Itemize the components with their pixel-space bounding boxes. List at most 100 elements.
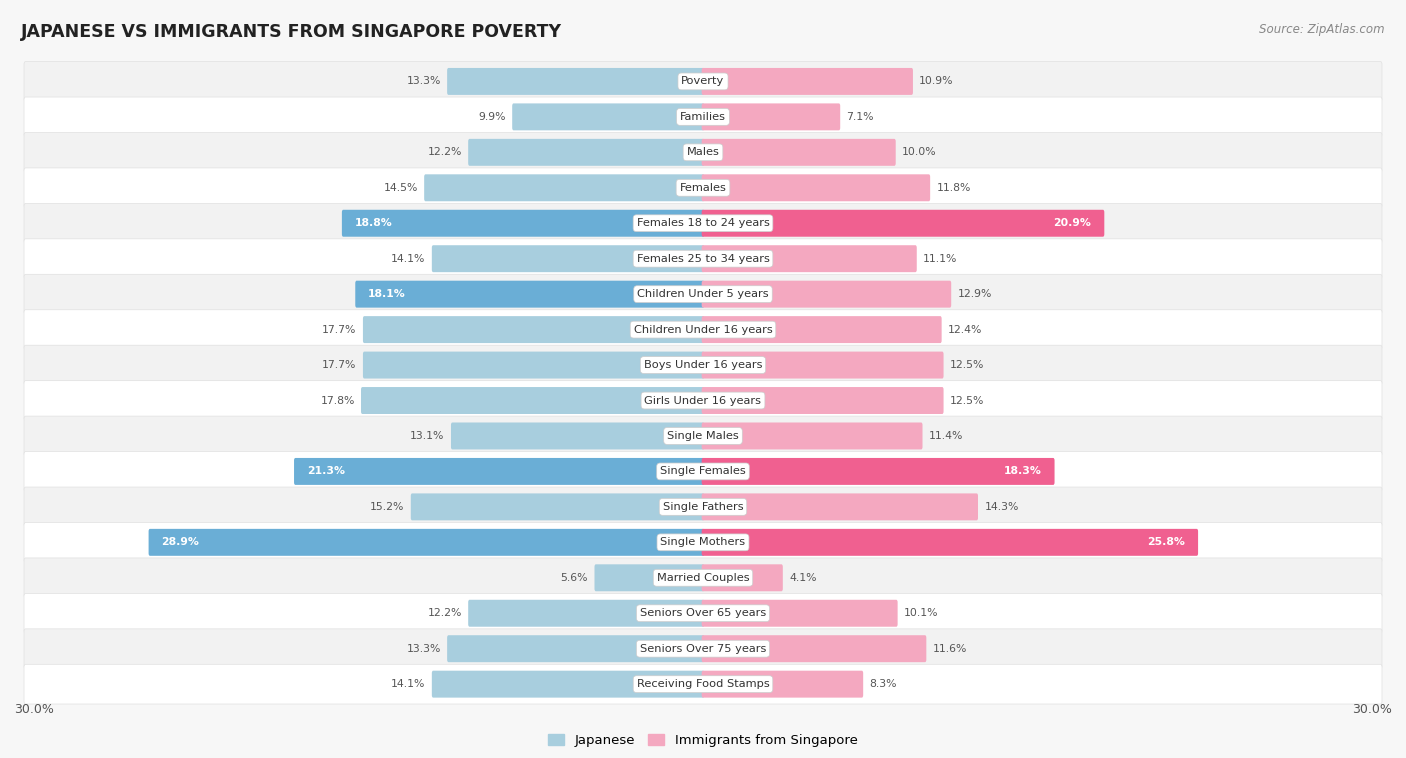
FancyBboxPatch shape (702, 671, 863, 697)
FancyBboxPatch shape (342, 210, 704, 236)
Text: 14.5%: 14.5% (384, 183, 418, 193)
Text: 21.3%: 21.3% (307, 466, 344, 477)
Text: 30.0%: 30.0% (1353, 703, 1392, 716)
Text: 18.3%: 18.3% (1004, 466, 1042, 477)
FancyBboxPatch shape (702, 493, 979, 520)
Text: Girls Under 16 years: Girls Under 16 years (644, 396, 762, 406)
FancyBboxPatch shape (24, 133, 1382, 172)
Text: Poverty: Poverty (682, 77, 724, 86)
FancyBboxPatch shape (363, 316, 704, 343)
FancyBboxPatch shape (702, 529, 1198, 556)
FancyBboxPatch shape (702, 316, 942, 343)
Text: 13.3%: 13.3% (406, 77, 441, 86)
Text: Receiving Food Stamps: Receiving Food Stamps (637, 679, 769, 689)
FancyBboxPatch shape (24, 97, 1382, 136)
FancyBboxPatch shape (702, 352, 943, 378)
FancyBboxPatch shape (432, 671, 704, 697)
Text: 8.3%: 8.3% (869, 679, 897, 689)
FancyBboxPatch shape (702, 635, 927, 662)
FancyBboxPatch shape (24, 203, 1382, 243)
FancyBboxPatch shape (702, 103, 841, 130)
FancyBboxPatch shape (702, 68, 912, 95)
Text: JAPANESE VS IMMIGRANTS FROM SINGAPORE POVERTY: JAPANESE VS IMMIGRANTS FROM SINGAPORE PO… (21, 23, 562, 41)
Text: Females 25 to 34 years: Females 25 to 34 years (637, 254, 769, 264)
FancyBboxPatch shape (595, 564, 704, 591)
FancyBboxPatch shape (411, 493, 704, 520)
Text: 9.9%: 9.9% (478, 112, 506, 122)
Text: Single Males: Single Males (666, 431, 740, 441)
FancyBboxPatch shape (468, 139, 704, 166)
Text: 11.6%: 11.6% (932, 644, 967, 653)
Text: Seniors Over 75 years: Seniors Over 75 years (640, 644, 766, 653)
Text: 17.7%: 17.7% (322, 324, 357, 334)
Text: Males: Males (686, 147, 720, 158)
FancyBboxPatch shape (24, 664, 1382, 704)
FancyBboxPatch shape (24, 558, 1382, 597)
Text: 30.0%: 30.0% (14, 703, 53, 716)
FancyBboxPatch shape (356, 280, 704, 308)
FancyBboxPatch shape (702, 280, 952, 308)
Text: 10.0%: 10.0% (903, 147, 936, 158)
FancyBboxPatch shape (702, 139, 896, 166)
FancyBboxPatch shape (24, 168, 1382, 208)
Text: 12.5%: 12.5% (950, 360, 984, 370)
FancyBboxPatch shape (447, 68, 704, 95)
Text: 14.1%: 14.1% (391, 254, 426, 264)
Text: 12.2%: 12.2% (427, 608, 461, 619)
Text: 12.9%: 12.9% (957, 289, 991, 299)
Text: Married Couples: Married Couples (657, 573, 749, 583)
Text: 11.4%: 11.4% (929, 431, 963, 441)
Text: 17.8%: 17.8% (321, 396, 354, 406)
Text: 14.3%: 14.3% (984, 502, 1019, 512)
FancyBboxPatch shape (294, 458, 704, 485)
Text: 15.2%: 15.2% (370, 502, 405, 512)
FancyBboxPatch shape (24, 274, 1382, 314)
Text: 28.9%: 28.9% (162, 537, 200, 547)
FancyBboxPatch shape (702, 422, 922, 449)
Text: Children Under 16 years: Children Under 16 years (634, 324, 772, 334)
FancyBboxPatch shape (24, 487, 1382, 527)
Text: 12.2%: 12.2% (427, 147, 461, 158)
FancyBboxPatch shape (24, 416, 1382, 456)
FancyBboxPatch shape (468, 600, 704, 627)
FancyBboxPatch shape (24, 629, 1382, 669)
Text: 12.4%: 12.4% (948, 324, 983, 334)
Text: Single Mothers: Single Mothers (661, 537, 745, 547)
Text: Families: Families (681, 112, 725, 122)
FancyBboxPatch shape (24, 452, 1382, 491)
FancyBboxPatch shape (363, 352, 704, 378)
Text: 10.9%: 10.9% (920, 77, 953, 86)
Text: Females 18 to 24 years: Females 18 to 24 years (637, 218, 769, 228)
Text: 20.9%: 20.9% (1053, 218, 1091, 228)
Text: 11.8%: 11.8% (936, 183, 972, 193)
FancyBboxPatch shape (702, 600, 897, 627)
Text: Single Females: Single Females (661, 466, 745, 477)
FancyBboxPatch shape (24, 239, 1382, 278)
Text: 13.1%: 13.1% (411, 431, 444, 441)
FancyBboxPatch shape (24, 310, 1382, 349)
FancyBboxPatch shape (702, 210, 1104, 236)
FancyBboxPatch shape (361, 387, 704, 414)
Text: 18.1%: 18.1% (368, 289, 406, 299)
Text: 14.1%: 14.1% (391, 679, 426, 689)
Legend: Japanese, Immigrants from Singapore: Japanese, Immigrants from Singapore (543, 728, 863, 752)
Text: 5.6%: 5.6% (561, 573, 588, 583)
Text: Source: ZipAtlas.com: Source: ZipAtlas.com (1260, 23, 1385, 36)
Text: 11.1%: 11.1% (924, 254, 957, 264)
Text: 4.1%: 4.1% (789, 573, 817, 583)
Text: 12.5%: 12.5% (950, 396, 984, 406)
FancyBboxPatch shape (432, 246, 704, 272)
Text: Children Under 5 years: Children Under 5 years (637, 289, 769, 299)
FancyBboxPatch shape (24, 381, 1382, 421)
FancyBboxPatch shape (24, 522, 1382, 562)
FancyBboxPatch shape (451, 422, 704, 449)
Text: Females: Females (679, 183, 727, 193)
FancyBboxPatch shape (447, 635, 704, 662)
FancyBboxPatch shape (702, 174, 931, 202)
FancyBboxPatch shape (24, 61, 1382, 102)
FancyBboxPatch shape (425, 174, 704, 202)
Text: Boys Under 16 years: Boys Under 16 years (644, 360, 762, 370)
Text: 13.3%: 13.3% (406, 644, 441, 653)
Text: Single Fathers: Single Fathers (662, 502, 744, 512)
FancyBboxPatch shape (702, 246, 917, 272)
